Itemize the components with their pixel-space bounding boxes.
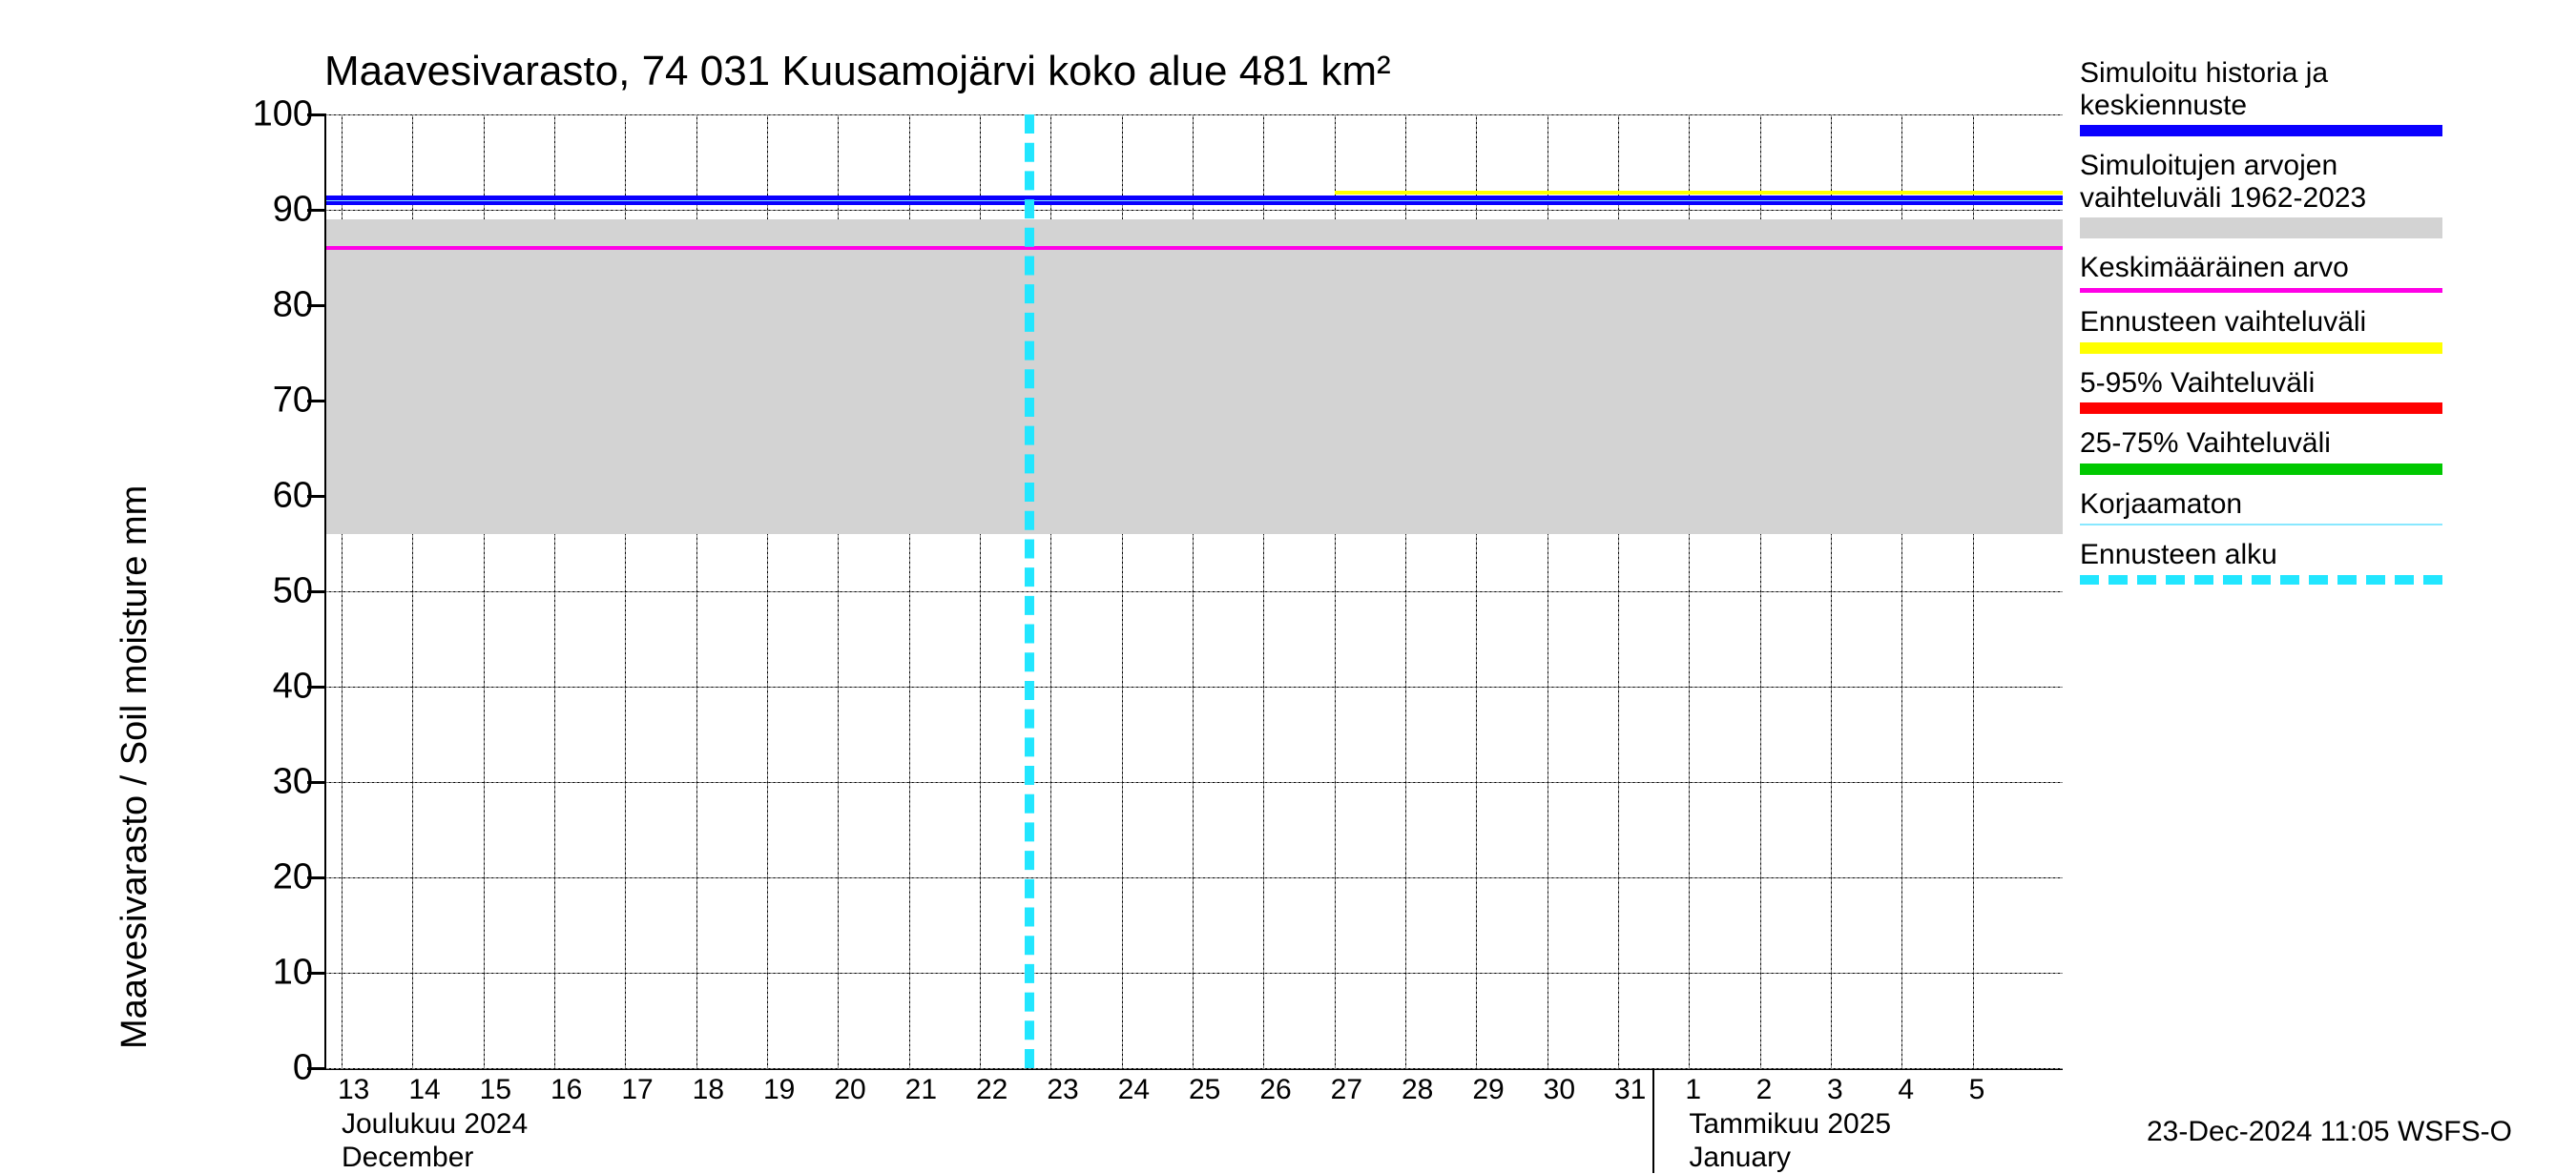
legend-swatch	[2080, 575, 2442, 585]
ytick-label: 100	[253, 94, 326, 135]
ytick-label: 40	[273, 667, 326, 708]
legend-label: 5-95% Vaihteluväli	[2080, 367, 2462, 400]
gridline-h	[326, 877, 2063, 878]
series-average	[326, 246, 2063, 250]
legend-swatch	[2080, 463, 2442, 475]
chart-root: Maavesivarasto, 74 031 Kuusamojärvi koko…	[0, 0, 2576, 1144]
legend-entry: Korjaamaton	[2080, 488, 2462, 526]
xtick-label: 23	[1047, 1068, 1078, 1106]
legend-entry: 25-75% Vaihteluväli	[2080, 427, 2462, 475]
legend-entry: Ennusteen vaihteluväli	[2080, 306, 2462, 354]
ytick-label: 90	[273, 190, 326, 231]
xtick-label: 20	[834, 1068, 865, 1106]
y-axis-label: Maavesivarasto / Soil moisture mm	[114, 485, 156, 1049]
gridline-h	[326, 591, 2063, 592]
x-month-label: Tammikuu 2025January	[1689, 1068, 1891, 1174]
xtick-label: 4	[1898, 1068, 1914, 1106]
footer-timestamp: 23-Dec-2024 11:05 WSFS-O	[2147, 1116, 2512, 1148]
legend-swatch	[2080, 217, 2442, 238]
x-month-label: Joulukuu 2024December	[342, 1068, 528, 1174]
legend: Simuloitu historia ja keskiennuste Simulo…	[2080, 57, 2462, 598]
legend-swatch	[2080, 524, 2442, 525]
legend-label: Keskimääräinen arvo	[2080, 252, 2462, 284]
legend-entry: 5-95% Vaihteluväli	[2080, 367, 2462, 415]
history-range-band	[326, 219, 2063, 534]
legend-label: Ennusteen vaihteluväli	[2080, 306, 2462, 339]
ytick-label: 30	[273, 762, 326, 803]
ytick-label: 20	[273, 857, 326, 898]
series-forecast-band	[1335, 191, 2063, 195]
xtick-label: 24	[1118, 1068, 1150, 1106]
xtick-label: 27	[1331, 1068, 1362, 1106]
ytick-label: 80	[273, 285, 326, 326]
ytick-label: 10	[273, 953, 326, 994]
xtick-label: 22	[976, 1068, 1008, 1106]
series-uncorrected	[326, 200, 2063, 201]
gridline-h	[326, 973, 2063, 974]
xtick-label: 18	[693, 1068, 724, 1106]
legend-label: Simuloitu historia ja keskiennuste	[2080, 57, 2462, 121]
legend-swatch	[2080, 342, 2442, 354]
xtick-label: 28	[1402, 1068, 1433, 1106]
xtick-label: 21	[905, 1068, 937, 1106]
xtick-label: 29	[1472, 1068, 1504, 1106]
gridline-h	[326, 782, 2063, 783]
ytick-label: 60	[273, 476, 326, 517]
gridline-h	[326, 687, 2063, 688]
legend-entry: Simuloitujen arvojen vaihteluväli 1962-2…	[2080, 150, 2462, 238]
gridline-h	[326, 210, 2063, 211]
legend-entry: Ennusteen alku	[2080, 539, 2462, 585]
xtick-label: 25	[1189, 1068, 1220, 1106]
gridline-h	[326, 114, 2063, 115]
forecast-start-line	[1025, 114, 1034, 1068]
legend-label: Korjaamaton	[2080, 488, 2462, 521]
legend-label: 25-75% Vaihteluväli	[2080, 427, 2462, 460]
ytick-label: 0	[293, 1048, 326, 1089]
legend-swatch	[2080, 125, 2442, 136]
month-divider	[1652, 1068, 1654, 1173]
xtick-label: 26	[1259, 1068, 1291, 1106]
xtick-label: 5	[1969, 1068, 1985, 1106]
ytick-label: 70	[273, 381, 326, 422]
xtick-label: 19	[763, 1068, 795, 1106]
xtick-label: 16	[551, 1068, 582, 1106]
xtick-label: 31	[1614, 1068, 1646, 1106]
chart-title: Maavesivarasto, 74 031 Kuusamojärvi koko…	[324, 48, 1391, 95]
legend-swatch	[2080, 288, 2442, 293]
legend-entry: Keskimääräinen arvo	[2080, 252, 2462, 293]
ytick-label: 50	[273, 571, 326, 612]
legend-label: Ennusteen alku	[2080, 539, 2462, 571]
xtick-label: 30	[1544, 1068, 1575, 1106]
plot-area: 0102030405060708090100131415161718192021…	[324, 114, 2063, 1070]
legend-entry: Simuloitu historia ja keskiennuste	[2080, 57, 2462, 136]
legend-swatch	[2080, 402, 2442, 414]
legend-label: Simuloitujen arvojen vaihteluväli 1962-2…	[2080, 150, 2462, 214]
xtick-label: 17	[621, 1068, 653, 1106]
